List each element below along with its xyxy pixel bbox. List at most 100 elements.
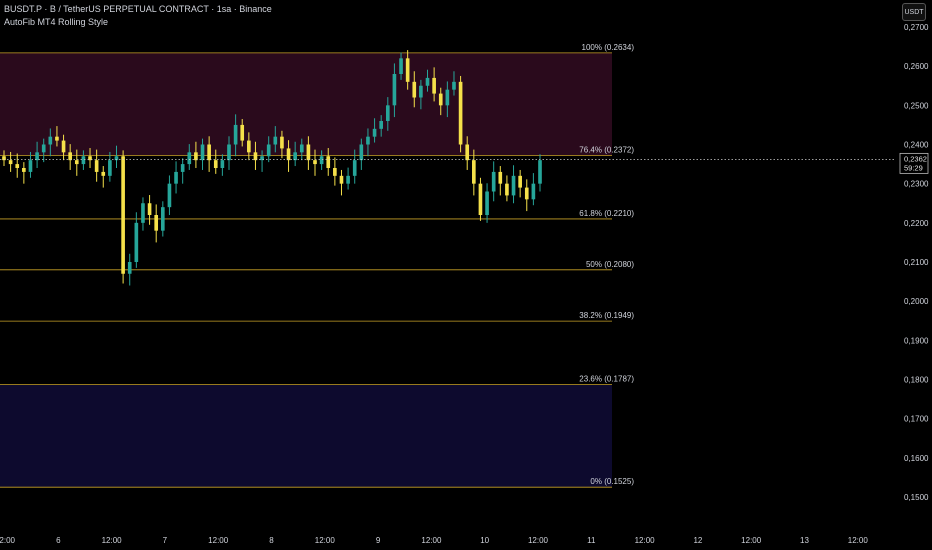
candle-body [299,144,304,153]
fib-top-zone [0,52,612,156]
price-tick-label: 0,2200 [904,219,929,228]
candle-body [2,156,6,161]
candle-countdown: 59:29 [904,163,923,172]
price-tick-label: 0,1900 [904,336,929,345]
candle-body [101,171,106,176]
candle-body [81,156,86,165]
candle-body [35,152,39,161]
fib-label: 50% (0.2080) [586,260,634,269]
time-tick-label: 8 [269,536,274,545]
price-tick-label: 0,1700 [904,415,929,424]
candle-body [498,171,503,184]
candle-body [339,175,344,184]
candle-body [511,175,516,196]
candle-body [253,152,258,161]
candle-body [352,160,357,176]
candle-body [280,136,284,149]
candle-body [372,128,377,137]
candle-body [392,74,397,106]
fib-bottom-zone [0,384,612,488]
price-tick-label: 0,1800 [904,376,929,385]
candle-body [41,144,46,153]
candle-body [458,81,463,145]
candle-body [445,89,450,106]
candle-body [134,222,139,262]
candle-body [385,105,390,121]
fib-label: 23.6% (0.1787) [579,375,634,384]
candle-body [485,191,489,215]
candle-body [419,85,423,98]
candle-body [518,175,522,188]
time-tick-label: 10 [480,536,489,545]
candle-body [61,140,66,153]
candle-body [74,160,79,165]
candle-body [478,183,483,215]
candle-body [88,156,92,161]
indicator-name[interactable]: AutoFib MT4 Rolling Style [4,17,109,27]
candle-body [399,58,403,74]
fib-label: 0% (0.1525) [590,477,634,486]
time-tick-label: 12 [693,536,702,545]
time-tick-label: 13 [800,536,809,545]
candle-body [412,81,417,98]
candle-body [141,203,145,223]
fib-label: 38.2% (0.1949) [579,311,634,320]
time-tick-label: 9 [376,536,381,545]
candle-body [240,124,245,141]
candle-body [94,160,99,172]
candle-body [491,171,496,192]
candle-body [233,124,238,145]
time-tick-label: 12:00 [102,536,123,545]
candle-body [505,183,509,196]
candle-body [200,144,205,161]
time-tick-label: 7 [163,536,168,545]
candle-body [333,168,337,176]
price-tick-label: 0,1600 [904,454,929,463]
candle-body [55,136,59,141]
candle-body [167,183,172,208]
candle-body [114,156,119,161]
candle-body [286,148,291,161]
candle-body [187,152,192,165]
fib-label: 61.8% (0.2210) [579,209,634,218]
time-tick-label: 12:00 [208,536,229,545]
candle-body [472,160,476,184]
candle-body [15,164,20,168]
candle-body [147,203,152,215]
price-tick-label: 0,1500 [904,493,929,502]
currency-button[interactable]: USDT [902,3,926,21]
candle-body [366,136,370,145]
candle-body [22,168,26,172]
time-tick-label: 12:00 [315,536,336,545]
candle-body [227,144,231,161]
price-tick-label: 0,2300 [904,180,929,189]
candle-body [273,136,278,145]
time-tick-label: 12:00 [0,536,16,545]
candle-body [266,144,271,157]
time-tick-label: 12:00 [421,536,442,545]
time-tick-label: 12:00 [635,536,656,545]
candle-body [306,144,311,161]
price-tick-label: 0,2500 [904,101,929,110]
price-tick-label: 0,2100 [904,258,929,267]
price-tick-label: 0,2400 [904,141,929,150]
candle-body [68,152,72,161]
candle-body [207,144,211,161]
time-tick-label: 12:00 [528,536,549,545]
candle-body [538,160,542,184]
candle-body [438,93,443,106]
time-tick-label: 6 [56,536,61,545]
current-price-value: 0,2362 [904,154,927,163]
candle-body [425,77,430,86]
current-price-tag-box [899,152,929,174]
time-tick-label: 12:00 [741,536,762,545]
candle-body [127,262,132,274]
symbol-title[interactable]: BUSDT.P · B / TetherUS PERPETUAL CONTRAC… [4,4,272,14]
candle-body [48,136,53,145]
candle-body [180,164,185,172]
candle-body [465,144,470,161]
price-tick-label: 0,2600 [904,62,929,71]
